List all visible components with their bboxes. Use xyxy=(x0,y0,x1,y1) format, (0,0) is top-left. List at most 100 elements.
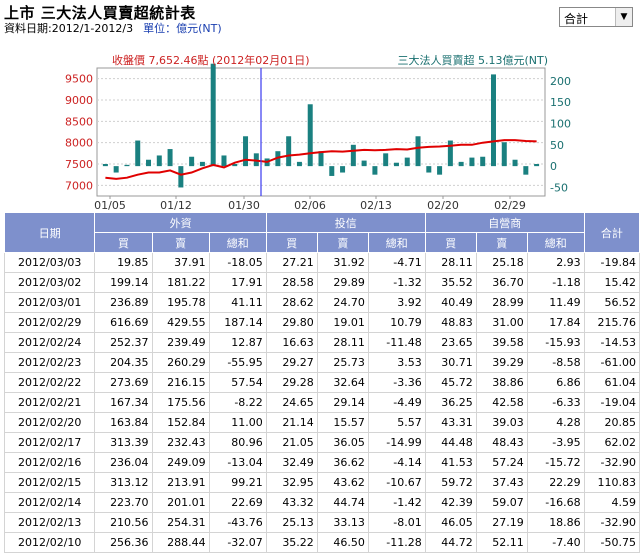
value-cell: -50.75 xyxy=(583,532,640,553)
plot-area xyxy=(96,67,546,197)
value-cell: 38.86 xyxy=(475,372,528,393)
value-cell: 24.70 xyxy=(316,292,369,313)
net-bar xyxy=(458,161,464,167)
value-cell: 48.83 xyxy=(424,312,477,333)
value-cell: 4.59 xyxy=(583,492,640,513)
value-cell: -8.22 xyxy=(208,392,267,413)
net-bar xyxy=(340,166,346,173)
net-bar xyxy=(167,149,173,167)
value-cell: 11.49 xyxy=(526,292,585,313)
value-cell: 16.63 xyxy=(265,332,318,353)
value-cell: 31.00 xyxy=(475,312,528,333)
right-legend-label: 三大法人買賣超 5.13億元(NT) xyxy=(397,53,548,67)
value-cell: 181.22 xyxy=(151,272,210,293)
value-cell: 46.05 xyxy=(424,512,477,533)
table-row: 2012/02/14 223.70 201.01 22.69 43.32 44.74 -1.… xyxy=(3,492,640,513)
value-cell: 215.76 xyxy=(583,312,640,333)
col-date-header: 日期 xyxy=(3,212,96,253)
value-cell: 32.64 xyxy=(316,372,369,393)
value-cell: 25.13 xyxy=(265,512,318,533)
value-cell: 25.73 xyxy=(316,352,369,373)
value-cell: 33.13 xyxy=(316,512,369,533)
value-cell: -55.95 xyxy=(208,352,267,373)
left-tick-label: 9500 xyxy=(65,73,93,86)
view-select[interactable]: 合計 ▼ xyxy=(559,7,633,27)
date-cell: 2012/02/15 xyxy=(3,472,96,493)
value-cell: 4.28 xyxy=(526,412,585,433)
value-cell: 45.72 xyxy=(424,372,477,393)
value-cell: 15.42 xyxy=(583,272,640,293)
sub-sell-header: 賣 xyxy=(151,232,210,253)
net-bar xyxy=(447,140,453,167)
value-cell: -32.90 xyxy=(583,452,640,473)
value-cell: 22.29 xyxy=(526,472,585,493)
date-cell: 2012/02/23 xyxy=(3,352,96,373)
value-cell: 313.12 xyxy=(94,472,153,493)
table-row: 2012/02/23 204.35 260.29 -55.95 29.27 25.73 3.… xyxy=(3,352,640,373)
value-cell: 19.85 xyxy=(94,252,153,273)
value-cell: -1.18 xyxy=(526,272,585,293)
net-bar xyxy=(501,142,507,167)
value-cell: 24.65 xyxy=(265,392,318,413)
value-cell: 56.52 xyxy=(583,292,640,313)
value-cell: -11.48 xyxy=(367,332,426,353)
table-row: 2012/02/29 616.69 429.55 187.14 29.80 19.01 10… xyxy=(3,312,640,333)
net-bar xyxy=(534,164,540,167)
right-tick-label: -50 xyxy=(550,181,568,194)
value-cell: 57.24 xyxy=(475,452,528,473)
value-cell: 52.11 xyxy=(475,532,528,553)
value-cell: -8.58 xyxy=(526,352,585,373)
value-cell: 46.50 xyxy=(316,532,369,553)
value-cell: -14.99 xyxy=(367,432,426,453)
value-cell: 37.43 xyxy=(475,472,528,493)
net-bar xyxy=(393,162,399,167)
value-cell: 201.01 xyxy=(151,492,210,513)
sub-buy-header: 買 xyxy=(424,232,477,253)
net-bar xyxy=(232,164,238,167)
value-cell: -19.84 xyxy=(583,252,640,273)
net-bar xyxy=(296,161,302,167)
value-cell: 43.62 xyxy=(316,472,369,493)
value-cell: 236.89 xyxy=(94,292,153,313)
net-bar xyxy=(113,166,119,173)
sub-sell-header: 賣 xyxy=(475,232,528,253)
value-cell: 39.29 xyxy=(475,352,528,373)
x-tick-label: 01/05 xyxy=(94,199,126,212)
value-cell: 44.74 xyxy=(316,492,369,513)
date-cell: 2012/03/02 xyxy=(3,272,96,293)
value-cell: 17.91 xyxy=(208,272,267,293)
net-bar xyxy=(469,157,475,167)
date-cell: 2012/02/20 xyxy=(3,412,96,433)
right-tick-label: 100 xyxy=(550,117,571,130)
value-cell: 152.84 xyxy=(151,412,210,433)
sub-net-header: 總和 xyxy=(526,232,585,253)
net-bar xyxy=(189,156,195,167)
sub-buy-header: 買 xyxy=(94,232,153,253)
net-bar xyxy=(350,144,356,167)
net-bar xyxy=(102,164,108,167)
value-cell: 29.89 xyxy=(316,272,369,293)
value-cell: 41.11 xyxy=(208,292,267,313)
value-cell: 35.52 xyxy=(424,272,477,293)
value-cell: -61.00 xyxy=(583,352,640,373)
date-cell: 2012/02/24 xyxy=(3,332,96,353)
value-cell: -32.90 xyxy=(583,512,640,533)
value-cell: 20.85 xyxy=(583,412,640,433)
value-cell: 249.09 xyxy=(151,452,210,473)
left-tick-label: 7000 xyxy=(65,179,93,192)
value-cell: -4.14 xyxy=(367,452,426,473)
value-cell: 167.34 xyxy=(94,392,153,413)
combo-chart: 收盤價 7,652.46點 (2012年02月01日) 三大法人買賣超 5.13… xyxy=(65,53,571,212)
value-cell: 43.31 xyxy=(424,412,477,433)
right-tick-label: 150 xyxy=(550,96,571,109)
table-row: 2012/02/10 256.36 288.44 -32.07 35.22 46.50 -1… xyxy=(3,532,640,553)
left-tick-label: 7500 xyxy=(65,158,93,171)
net-bar xyxy=(210,63,216,167)
net-bar xyxy=(480,156,486,167)
value-cell: 99.21 xyxy=(208,472,267,493)
table-row: 2012/02/22 273.69 216.15 57.54 29.28 32.64 -3.… xyxy=(3,372,640,393)
value-cell: -1.42 xyxy=(367,492,426,513)
value-cell: 48.43 xyxy=(475,432,528,453)
net-bar xyxy=(178,166,184,188)
left-tick-label: 9000 xyxy=(65,94,93,107)
